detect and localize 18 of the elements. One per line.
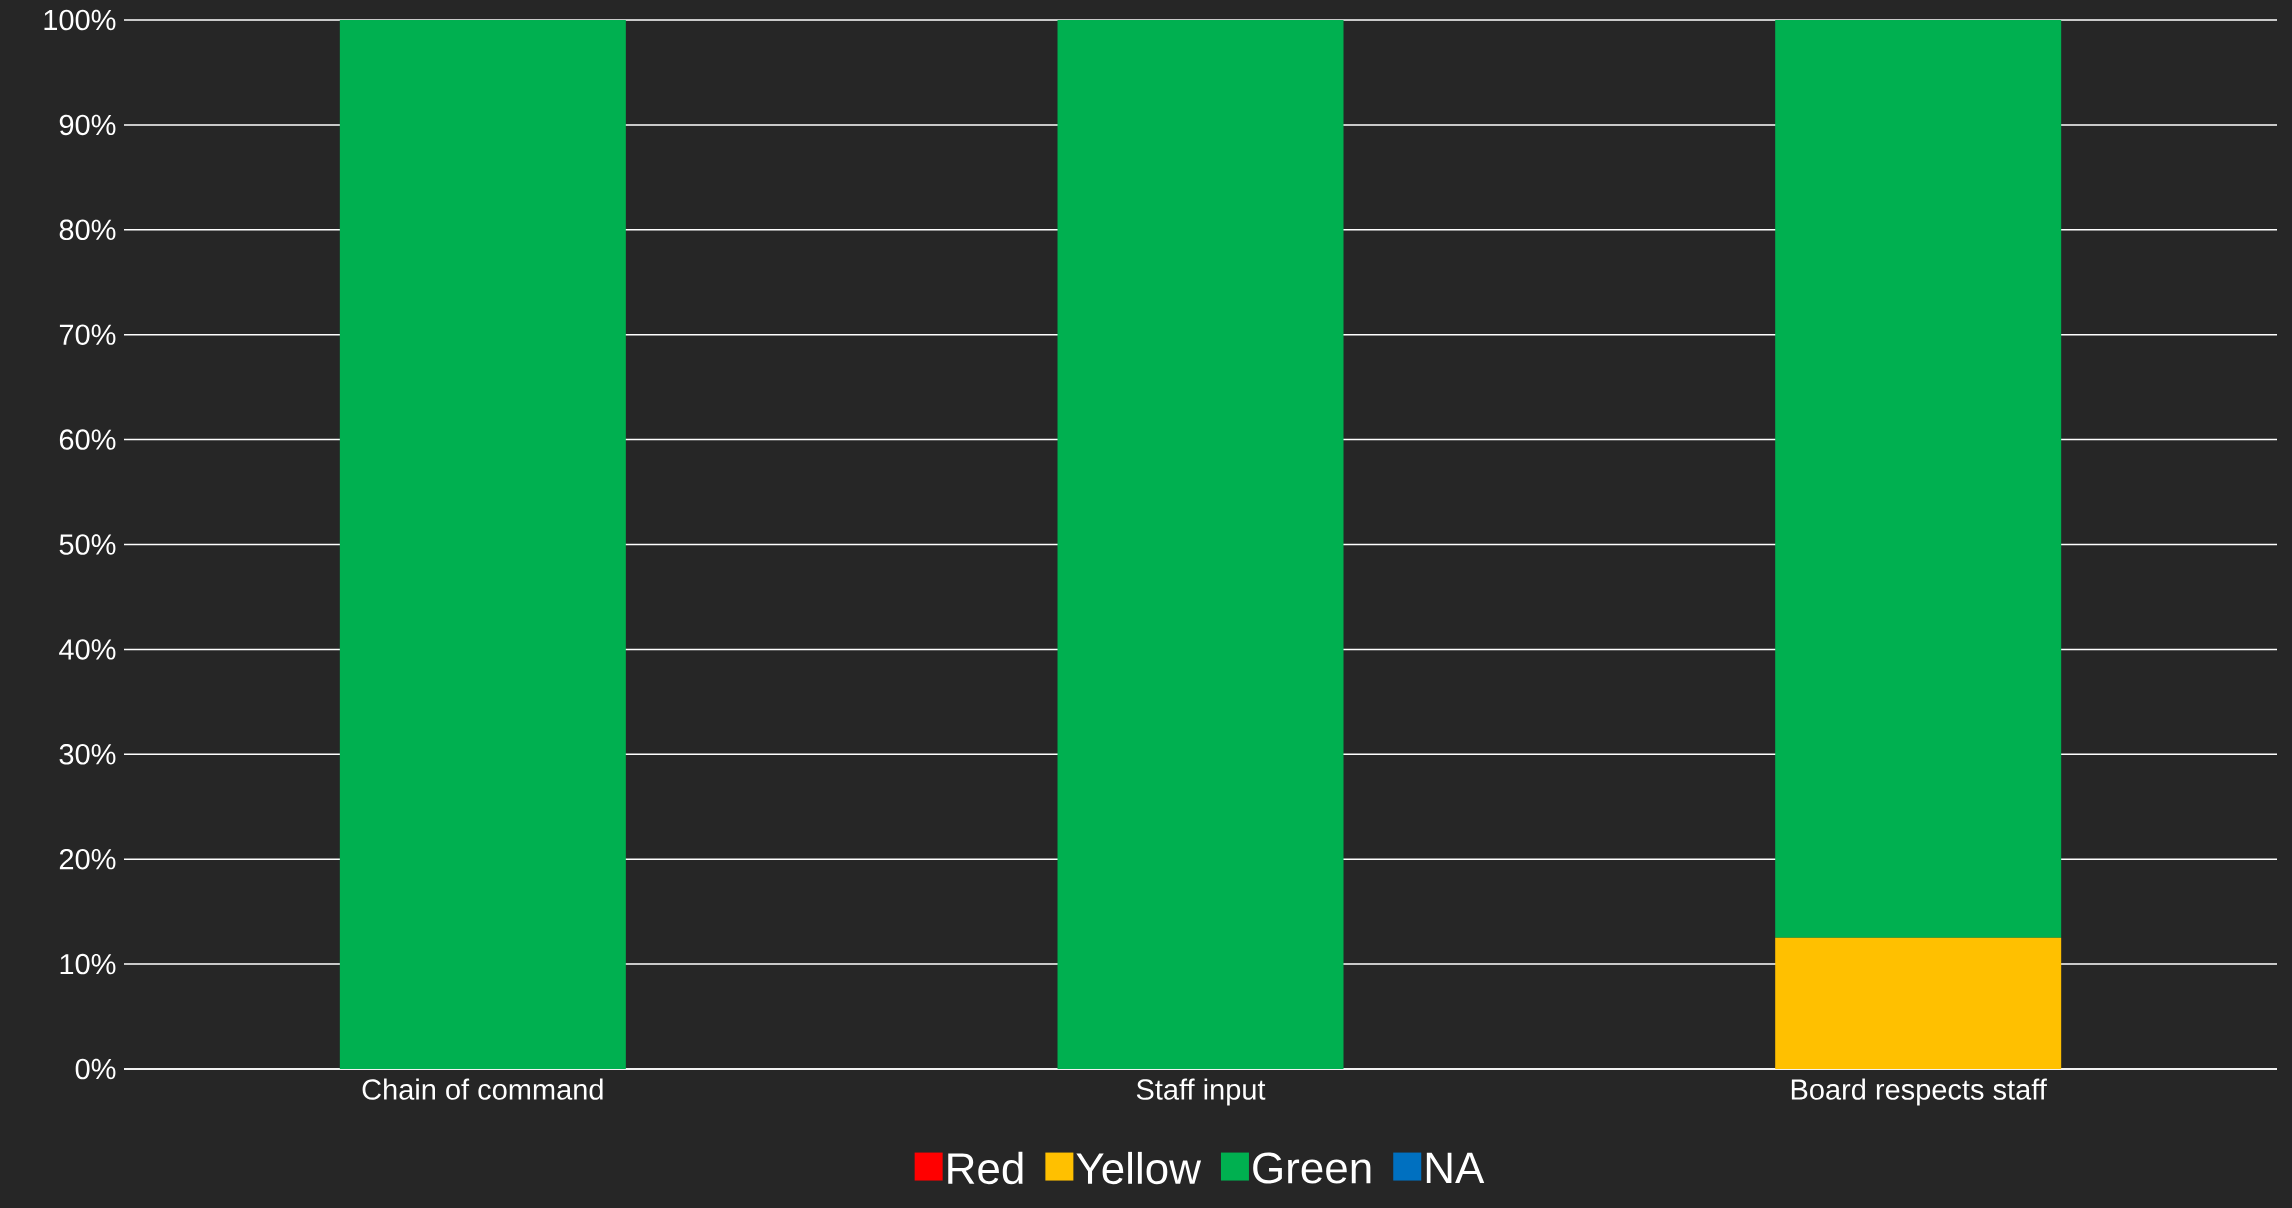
y-tick-label: 50% xyxy=(59,534,116,555)
legend-label: Red xyxy=(948,1151,1023,1185)
y-tick-label: 100% xyxy=(44,9,116,31)
y-tick-label: 0% xyxy=(75,1058,116,1080)
y-tick-label: 20% xyxy=(59,848,116,870)
y-tick-label: 40% xyxy=(59,639,116,660)
y-tick-label: 10% xyxy=(60,953,116,975)
y-tick-label: 60% xyxy=(59,429,116,450)
legend-label: NA xyxy=(1426,1152,1485,1183)
y-tick-label: 30% xyxy=(59,744,116,765)
legend-label: Green xyxy=(1253,1152,1371,1184)
y-tick-label: 70% xyxy=(59,324,116,345)
legend-label: Yellow xyxy=(1076,1151,1202,1185)
x-tick-label: Chain of command xyxy=(362,1078,603,1100)
x-tick-label: Staff input xyxy=(1136,1078,1266,1106)
x-tick-label: Board respects staff xyxy=(1791,1078,2047,1106)
y-tick-label: 90% xyxy=(59,114,116,136)
y-tick-label: 80% xyxy=(59,219,116,241)
